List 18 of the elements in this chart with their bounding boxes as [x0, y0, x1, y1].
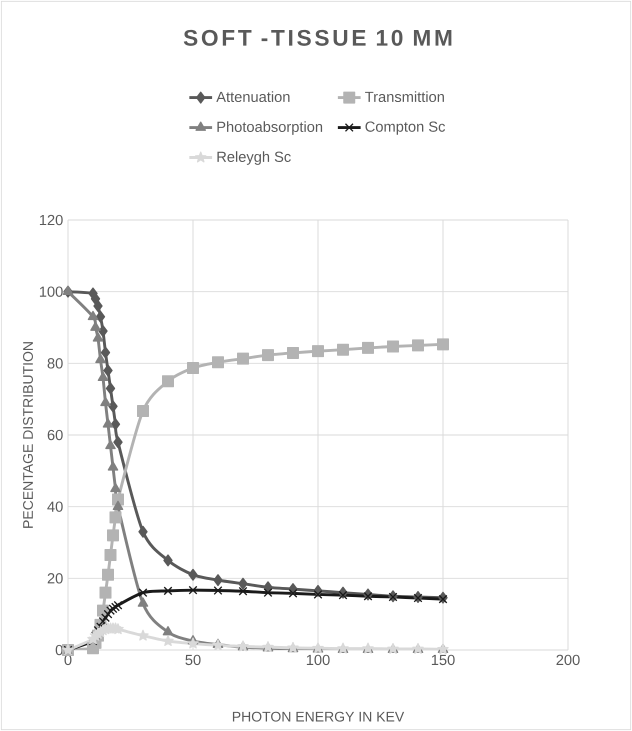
legend-label: Attenuation: [216, 91, 290, 102]
x-tick-label: 50: [185, 654, 201, 666]
chart-title: SOFT -TISSUE 10 MM: [184, 30, 452, 46]
legend-label: Photoabsorption: [217, 121, 322, 135]
x-axis-title: PHOTON ENERGY IN KEV: [232, 712, 404, 722]
y-axis-title: PECENTAGE DISTRIBUTION: [23, 342, 33, 528]
x-tick-label: 200: [556, 654, 580, 666]
y-tick-label: 60: [48, 430, 63, 440]
legend-label: Compton Sc: [366, 121, 446, 135]
legend-label: Releygh Sc: [217, 151, 291, 165]
y-tick-label: 100: [40, 286, 63, 297]
x-tick-label: 100: [306, 654, 330, 666]
legend-label: Transmittion: [365, 91, 444, 102]
y-tick-label: 120: [40, 214, 63, 226]
y-tick-label: 20: [48, 573, 63, 584]
x-tick-label: 150: [432, 654, 455, 666]
y-tick-label: 40: [47, 501, 63, 512]
y-tick-label: 80: [48, 358, 63, 369]
